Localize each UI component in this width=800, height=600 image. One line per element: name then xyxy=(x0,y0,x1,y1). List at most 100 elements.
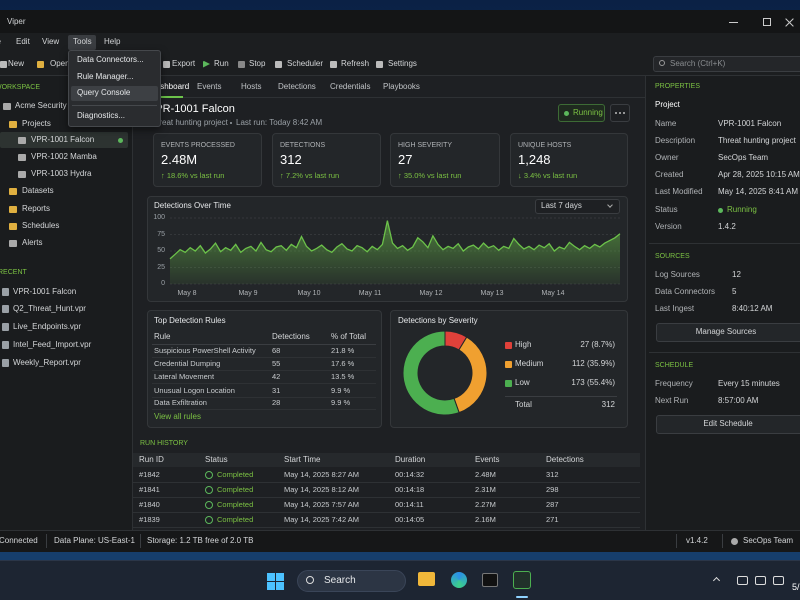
table-cell: Credential Dumping xyxy=(154,359,221,368)
search-icon xyxy=(306,576,314,584)
tab[interactable]: Detections xyxy=(278,82,316,91)
status-dot xyxy=(717,207,723,213)
active-indicator xyxy=(516,596,528,598)
x-tick-label: May 11 xyxy=(358,290,382,297)
table-cell: Completed xyxy=(217,500,254,509)
property-label: Next Run xyxy=(655,396,689,405)
dropdown-item[interactable]: Data Connectors... xyxy=(77,55,144,64)
maximize-button[interactable] xyxy=(763,18,771,26)
property-label: Owner xyxy=(655,153,679,162)
toolbar-icon xyxy=(275,60,282,68)
property-value: 12 xyxy=(732,270,741,279)
table-cell: 00:14:05 xyxy=(395,515,425,524)
menu-item[interactable]: Tools xyxy=(73,37,92,46)
tree-item[interactable]: VPR-1002 Mamba xyxy=(31,152,97,161)
tree-item[interactable]: Alerts xyxy=(22,238,43,247)
viper-icon[interactable] xyxy=(513,571,531,589)
toolbar-button[interactable]: New xyxy=(8,59,25,68)
tree-item[interactable]: Projects xyxy=(22,119,51,128)
toolbar-button[interactable]: Run xyxy=(214,59,229,68)
section-heading: WORKSPACE xyxy=(0,84,40,91)
tab[interactable]: Credentials xyxy=(330,82,371,91)
button-label[interactable]: Manage Sources xyxy=(695,327,757,336)
link[interactable]: View all rules xyxy=(154,412,201,421)
check-icon xyxy=(205,501,213,509)
taskbar-search-label[interactable]: Search xyxy=(324,575,356,586)
table-cell: 00:14:32 xyxy=(395,470,425,479)
file-icon xyxy=(2,305,9,313)
more-button[interactable] xyxy=(610,104,630,122)
recent-item[interactable]: Weekly_Report.vpr xyxy=(13,358,81,367)
tree-item[interactable]: VPR-1003 Hydra xyxy=(31,169,92,178)
toolbar-button[interactable]: Settings xyxy=(388,59,417,68)
x-tick-label: May 8 xyxy=(177,290,197,297)
table-cell: 31 xyxy=(272,386,281,395)
button-label[interactable]: Edit Schedule xyxy=(703,419,753,428)
tree-item[interactable]: Schedules xyxy=(22,221,60,230)
dropdown-item[interactable]: Rule Manager... xyxy=(77,72,134,81)
search-icon xyxy=(659,60,665,66)
menu-item[interactable]: Help xyxy=(104,37,121,46)
menu-item[interactable]: File xyxy=(0,35,1,49)
legend-value: 27 (8.7%) xyxy=(580,340,615,349)
start-icon[interactable] xyxy=(267,573,275,581)
tree-item[interactable]: Acme Security xyxy=(15,101,67,110)
status-dot xyxy=(563,110,569,116)
status-dot xyxy=(117,137,123,143)
range-dropdown[interactable] xyxy=(535,199,620,214)
section-heading: SCHEDULE xyxy=(655,362,694,369)
tree-item[interactable]: Reports xyxy=(22,204,51,213)
start-icon[interactable] xyxy=(267,582,275,590)
table-cell: Suspicious PowerShell Activity xyxy=(154,346,256,355)
y-tick-label: 75 xyxy=(157,230,165,238)
recent-item[interactable]: VPR-1001 Falcon xyxy=(13,287,77,296)
explorer-icon[interactable] xyxy=(418,572,435,586)
toolbar-button[interactable]: Scheduler xyxy=(287,59,324,68)
column-header: Detections xyxy=(272,332,310,341)
toolbar xyxy=(0,53,800,76)
tab[interactable]: Events xyxy=(197,82,222,91)
tree-item[interactable]: Datasets xyxy=(22,186,54,195)
x-tick-label: May 14 xyxy=(541,290,565,297)
search-box[interactable] xyxy=(653,56,800,72)
x-tick-label: May 10 xyxy=(297,290,321,297)
toolbar-button[interactable]: Open xyxy=(50,59,70,68)
edge-icon[interactable] xyxy=(451,572,467,588)
button[interactable] xyxy=(656,415,800,434)
terminal-icon[interactable] xyxy=(482,573,498,587)
kpi-delta: ↑ 35.0% vs last run xyxy=(398,171,462,180)
property-value: Apr 28, 2025 10:15 AM xyxy=(718,170,800,179)
row-divider xyxy=(133,527,640,528)
recent-item[interactable]: Q2_Threat_Hunt.vpr xyxy=(13,304,86,313)
tree-icon xyxy=(9,120,17,128)
start-icon[interactable] xyxy=(276,582,284,590)
menu-item[interactable]: View xyxy=(42,37,60,46)
table-cell: 13.5 % xyxy=(331,372,355,381)
clock: 5/ xyxy=(792,582,800,592)
recent-item[interactable]: Live_Endpoints.vpr xyxy=(13,322,82,331)
row-divider xyxy=(133,497,640,498)
taskbar-search[interactable] xyxy=(297,570,406,592)
tab[interactable]: Playbooks xyxy=(383,82,420,91)
dropdown-item[interactable]: Query Console xyxy=(77,88,131,97)
legend-swatch xyxy=(505,360,512,368)
property-value: Every 15 minutes xyxy=(718,379,780,388)
table-cell: May 14, 2025 8:12 AM xyxy=(284,485,360,494)
dropdown-item[interactable]: Diagnostics... xyxy=(77,111,126,120)
kpi-delta: ↑ 18.6% vs last run xyxy=(161,171,225,180)
toolbar-button[interactable]: Refresh xyxy=(341,59,370,68)
start-icon[interactable] xyxy=(276,573,284,581)
table-cell: #1840 xyxy=(139,500,160,509)
button[interactable] xyxy=(656,323,800,342)
toolbar-button[interactable]: Stop xyxy=(249,59,266,68)
menu-item[interactable]: Edit xyxy=(16,37,30,46)
recent-item[interactable]: Intel_Feed_Import.vpr xyxy=(13,340,92,349)
section-title: Project xyxy=(655,100,680,109)
tab[interactable]: Hosts xyxy=(241,82,262,91)
tab[interactable]: Dashboard xyxy=(150,82,190,91)
table-cell: #1839 xyxy=(139,515,160,524)
tree-item[interactable]: VPR-1001 Falcon xyxy=(31,135,95,144)
header-divider xyxy=(152,344,376,345)
toolbar-button[interactable]: Export xyxy=(172,59,196,68)
minimize-button[interactable] xyxy=(729,22,738,23)
